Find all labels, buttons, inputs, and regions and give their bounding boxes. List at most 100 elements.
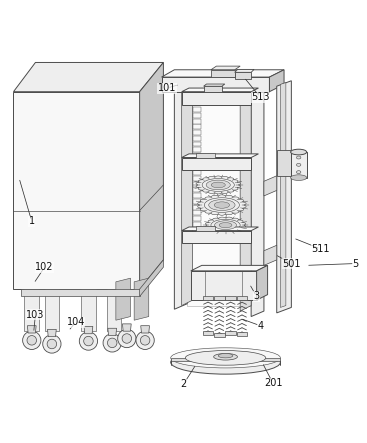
Circle shape (47, 339, 57, 349)
Circle shape (84, 336, 93, 346)
Polygon shape (193, 159, 201, 163)
Polygon shape (182, 231, 251, 244)
Polygon shape (198, 195, 246, 215)
Polygon shape (264, 176, 277, 196)
Text: 5: 5 (352, 259, 359, 268)
Circle shape (23, 331, 41, 350)
Polygon shape (193, 210, 201, 215)
Polygon shape (193, 170, 201, 175)
Polygon shape (196, 226, 215, 231)
Polygon shape (237, 332, 247, 336)
Polygon shape (182, 154, 258, 158)
Ellipse shape (214, 202, 230, 208)
Polygon shape (141, 326, 149, 333)
Polygon shape (193, 187, 201, 192)
Polygon shape (193, 148, 201, 152)
Polygon shape (193, 153, 201, 158)
Polygon shape (193, 228, 201, 233)
Circle shape (79, 332, 98, 350)
Polygon shape (193, 124, 201, 129)
Ellipse shape (211, 182, 225, 188)
Circle shape (103, 334, 121, 352)
Polygon shape (206, 217, 246, 233)
Polygon shape (214, 333, 225, 337)
Ellipse shape (202, 179, 234, 191)
Polygon shape (161, 70, 284, 77)
Polygon shape (280, 82, 286, 307)
Text: 201: 201 (264, 378, 282, 389)
Polygon shape (204, 84, 225, 86)
Polygon shape (171, 358, 280, 365)
Text: 2: 2 (180, 379, 187, 389)
Polygon shape (14, 92, 139, 289)
Text: 513: 513 (251, 92, 269, 102)
Polygon shape (174, 72, 187, 309)
Text: 1: 1 (29, 217, 35, 226)
Polygon shape (257, 265, 268, 300)
Polygon shape (269, 70, 284, 92)
Circle shape (108, 338, 117, 348)
Circle shape (136, 331, 154, 350)
Polygon shape (193, 119, 201, 124)
Polygon shape (28, 326, 36, 333)
Polygon shape (193, 136, 201, 141)
Polygon shape (235, 70, 254, 72)
Ellipse shape (185, 350, 266, 365)
Ellipse shape (206, 180, 230, 190)
Polygon shape (182, 92, 251, 105)
Ellipse shape (204, 198, 239, 212)
Polygon shape (193, 216, 201, 221)
Circle shape (140, 335, 150, 345)
Polygon shape (211, 66, 240, 70)
Circle shape (43, 335, 61, 353)
Text: 501: 501 (282, 259, 301, 268)
Text: 511: 511 (311, 244, 330, 254)
Polygon shape (277, 150, 291, 176)
Polygon shape (237, 296, 247, 300)
Polygon shape (240, 85, 251, 311)
Polygon shape (277, 81, 291, 313)
Ellipse shape (171, 350, 280, 374)
Polygon shape (251, 79, 264, 317)
Text: 101: 101 (158, 83, 176, 93)
Text: 4: 4 (257, 321, 264, 330)
Circle shape (118, 329, 136, 348)
Polygon shape (182, 79, 193, 306)
Ellipse shape (214, 354, 237, 360)
Polygon shape (203, 296, 213, 300)
Ellipse shape (218, 354, 233, 358)
Ellipse shape (211, 219, 240, 231)
Polygon shape (196, 153, 215, 158)
Polygon shape (235, 72, 251, 79)
Polygon shape (214, 296, 225, 300)
Polygon shape (203, 331, 213, 335)
Polygon shape (182, 227, 258, 231)
Polygon shape (161, 77, 269, 92)
Polygon shape (44, 289, 59, 331)
Ellipse shape (171, 348, 280, 368)
Polygon shape (187, 82, 251, 306)
Polygon shape (191, 271, 257, 300)
Polygon shape (193, 130, 201, 135)
Polygon shape (182, 158, 251, 170)
Ellipse shape (209, 199, 235, 210)
Ellipse shape (219, 222, 232, 228)
Polygon shape (81, 289, 96, 331)
Polygon shape (107, 289, 121, 331)
Ellipse shape (297, 156, 301, 159)
Circle shape (27, 335, 37, 345)
Ellipse shape (297, 171, 301, 174)
Polygon shape (193, 182, 201, 187)
Polygon shape (264, 245, 277, 265)
Polygon shape (193, 222, 201, 227)
Polygon shape (191, 265, 268, 271)
Polygon shape (108, 328, 117, 335)
Polygon shape (182, 88, 258, 92)
Polygon shape (193, 107, 201, 112)
Polygon shape (134, 278, 149, 320)
Ellipse shape (291, 175, 307, 180)
Polygon shape (139, 260, 163, 296)
Ellipse shape (297, 163, 301, 166)
Polygon shape (193, 176, 201, 181)
Circle shape (122, 334, 132, 343)
